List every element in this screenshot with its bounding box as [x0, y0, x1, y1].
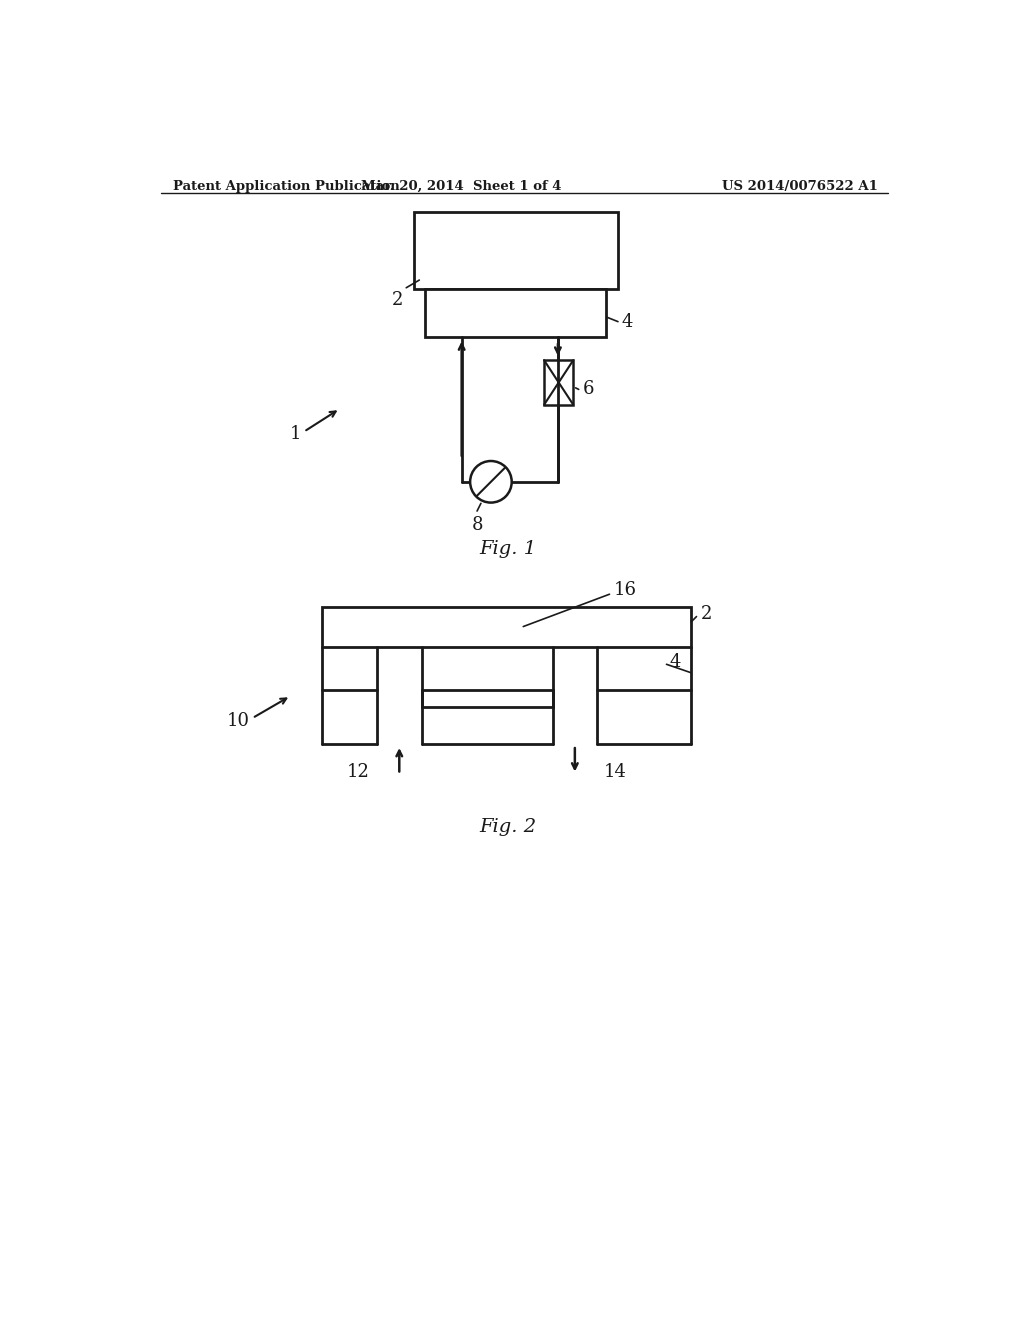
Text: 4: 4 — [622, 313, 633, 330]
Text: 1: 1 — [290, 425, 301, 444]
Text: 2: 2 — [700, 606, 712, 623]
Text: 2: 2 — [392, 290, 403, 309]
Text: US 2014/0076522 A1: US 2014/0076522 A1 — [722, 180, 878, 193]
Bar — [414, 213, 617, 289]
Text: Fig. 2: Fig. 2 — [479, 817, 537, 836]
Text: 14: 14 — [604, 763, 627, 781]
Text: 8: 8 — [472, 516, 483, 533]
Text: Fig. 1: Fig. 1 — [479, 540, 537, 557]
Bar — [425, 289, 606, 337]
Text: Patent Application Publication: Patent Application Publication — [173, 180, 399, 193]
Text: 4: 4 — [670, 653, 681, 671]
Circle shape — [470, 461, 512, 503]
Text: 10: 10 — [227, 711, 250, 730]
Text: Mar. 20, 2014  Sheet 1 of 4: Mar. 20, 2014 Sheet 1 of 4 — [361, 180, 562, 193]
Bar — [322, 607, 691, 647]
Bar — [422, 689, 553, 706]
Text: 16: 16 — [613, 581, 636, 598]
Bar — [544, 360, 573, 405]
Text: 6: 6 — [583, 380, 594, 399]
Text: 12: 12 — [346, 763, 370, 781]
